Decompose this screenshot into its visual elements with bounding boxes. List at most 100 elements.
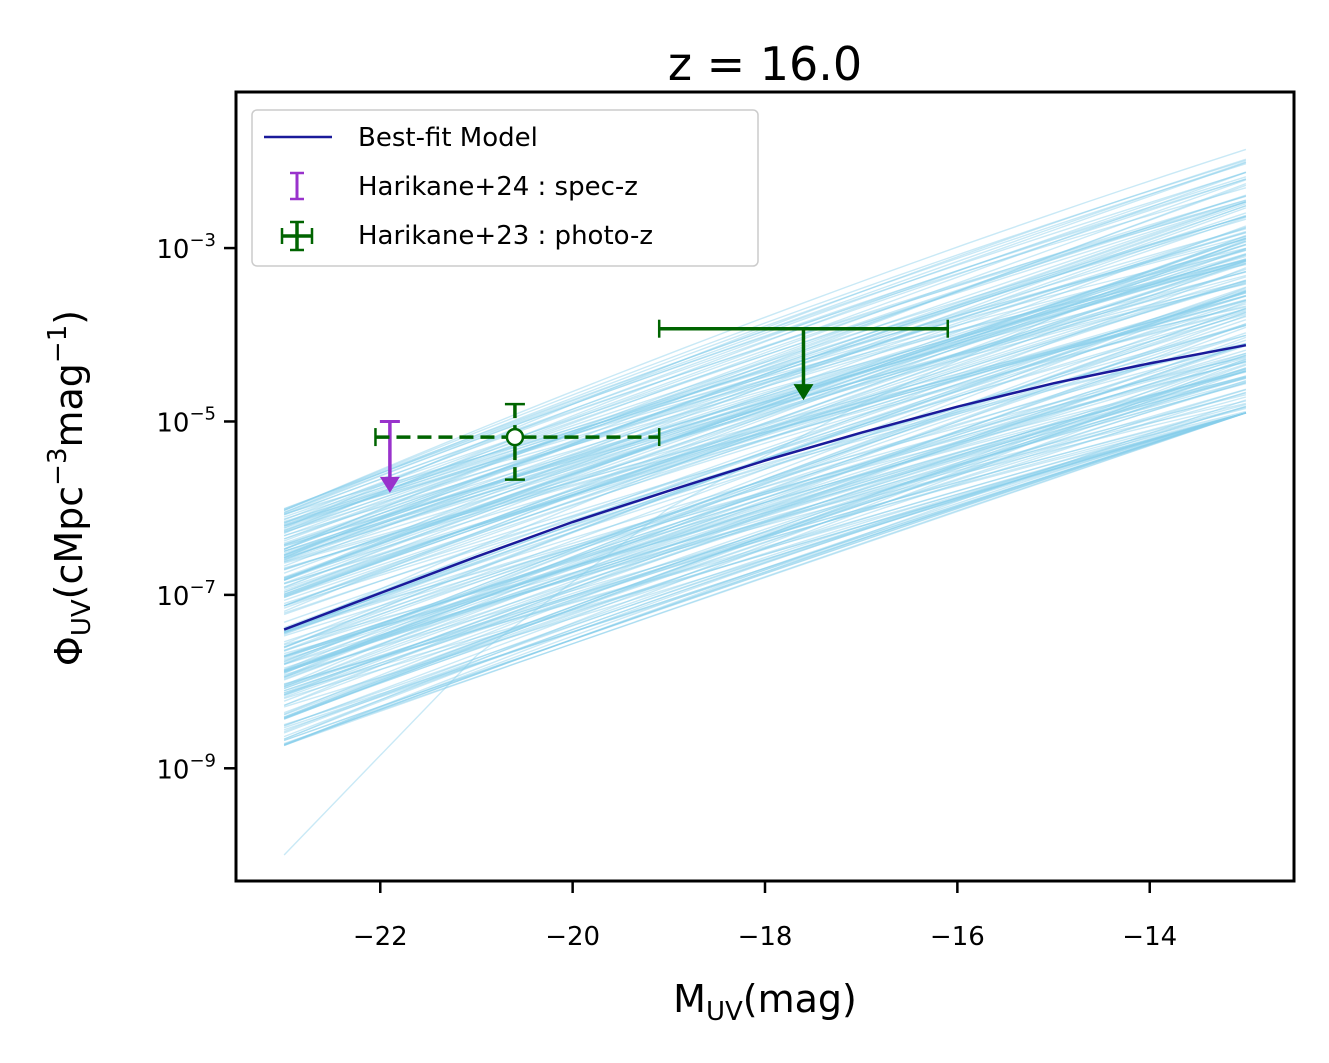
- sample-curve: [283, 259, 1247, 527]
- sample-curve: [283, 207, 1247, 567]
- sample-curve: [283, 369, 1247, 707]
- sample-curve: [283, 349, 1247, 657]
- sample-curve: [283, 371, 1247, 637]
- sample-curve: [283, 412, 1247, 686]
- sample-curve: [283, 412, 1247, 746]
- sample-curve: [283, 367, 1247, 672]
- sample-curve: [283, 343, 1247, 673]
- sample-curve: [283, 368, 1247, 658]
- sample-curve: [283, 201, 1247, 518]
- x-tick-label: −20: [545, 922, 600, 952]
- sample-curve: [283, 260, 1247, 613]
- sample-curve: [283, 298, 1247, 564]
- sample-curve: [283, 307, 1247, 677]
- sample-curve: [283, 237, 1247, 560]
- sample-curve: [283, 357, 1247, 672]
- x-tick-label: −22: [353, 922, 408, 952]
- sample-curve: [283, 240, 1247, 582]
- sample-curve: [283, 344, 1247, 652]
- sample-curve: [283, 402, 1247, 666]
- sample-curve: [283, 367, 1247, 720]
- sample-curve: [283, 260, 1247, 595]
- sample-curve: [283, 389, 1247, 718]
- sample-curve: [283, 205, 1247, 550]
- sample-curve: [283, 370, 1247, 671]
- sample-curve: [283, 412, 1247, 747]
- sample-curve: [283, 216, 1247, 556]
- x-tick-label: −16: [930, 922, 985, 952]
- sample-curve: [283, 276, 1247, 593]
- sample-curve: [283, 358, 1247, 714]
- sample-curve: [283, 247, 1247, 534]
- sample-curve: [283, 249, 1247, 562]
- sample-curve: [283, 148, 1247, 512]
- sample-curve: [283, 163, 1247, 514]
- sample-curve: [283, 363, 1247, 678]
- sample-curve: [283, 199, 1247, 521]
- sample-curve: [283, 282, 1247, 560]
- sample-curve: [283, 244, 1247, 537]
- sample-curve: [283, 161, 1247, 510]
- observations: [374, 319, 949, 493]
- sample-curve: [283, 375, 1247, 646]
- y-axis-ticks: 10−3 10−5 10−7 10−9: [156, 230, 236, 785]
- sample-curve-outlier: [283, 238, 1247, 856]
- sample-curve: [283, 199, 1247, 551]
- sample-curve: [283, 294, 1247, 590]
- sample-curve: [283, 303, 1247, 616]
- sample-curve: [283, 214, 1247, 581]
- sample-curve: [283, 376, 1247, 690]
- sample-curve: [283, 412, 1247, 719]
- sample-curve: [283, 299, 1247, 563]
- sample-curve: [283, 215, 1247, 527]
- sample-curve: [283, 254, 1247, 593]
- legend-box: [251, 109, 759, 267]
- sample-curve: [283, 290, 1247, 663]
- sample-curve: [283, 405, 1247, 727]
- sample-curve: [283, 267, 1247, 632]
- sample-curve: [283, 270, 1247, 589]
- sample-curve: [283, 176, 1247, 524]
- sample-curve: [283, 255, 1247, 552]
- sample-curve: [283, 344, 1247, 659]
- sample-curve: [283, 295, 1247, 592]
- sample-curve: [283, 406, 1247, 685]
- sample-curve: [283, 412, 1247, 738]
- sample-curve: [283, 201, 1247, 537]
- sample-curve: [283, 171, 1247, 524]
- sample-curve: [283, 323, 1247, 680]
- sample-curve: [283, 194, 1247, 526]
- y-tick-label: 10−3: [156, 230, 216, 265]
- legend-label-spec-z: Harikane+24 : spec-z: [358, 172, 638, 202]
- spec-z-upper-limit: [379, 419, 400, 493]
- sample-curve: [283, 377, 1247, 681]
- sample-curve: [283, 324, 1247, 665]
- sample-curve: [283, 270, 1247, 552]
- sample-curve: [283, 345, 1247, 707]
- sample-curve: [283, 312, 1247, 671]
- sample-curve: [283, 309, 1247, 607]
- x-axis-ticks: −22 −20 −18 −16 −14: [353, 881, 1177, 952]
- legend-swatch-spec-z: [290, 171, 304, 201]
- sample-curve: [283, 400, 1247, 673]
- sample-curve: [283, 227, 1247, 582]
- sample-curve: [283, 315, 1247, 630]
- sample-curve: [283, 279, 1247, 597]
- sample-curve: [283, 253, 1247, 574]
- sample-curve: [283, 370, 1247, 657]
- sample-curve: [283, 187, 1247, 515]
- sample-curve: [283, 376, 1247, 702]
- sample-curve: [283, 311, 1247, 652]
- sample-curve: [283, 407, 1247, 692]
- sample-curve: [283, 260, 1247, 602]
- sample-curve: [283, 262, 1247, 533]
- sample-curve: [283, 412, 1247, 742]
- sample-curve: [283, 182, 1247, 540]
- sample-curve: [283, 232, 1247, 550]
- sample-curve: [283, 361, 1247, 648]
- sample-curve: [283, 324, 1247, 632]
- sample-curve: [283, 195, 1247, 532]
- sample-curve: [283, 243, 1247, 523]
- sample-curve: [283, 238, 1247, 529]
- x-axis-label: MUV(mag): [673, 977, 857, 1027]
